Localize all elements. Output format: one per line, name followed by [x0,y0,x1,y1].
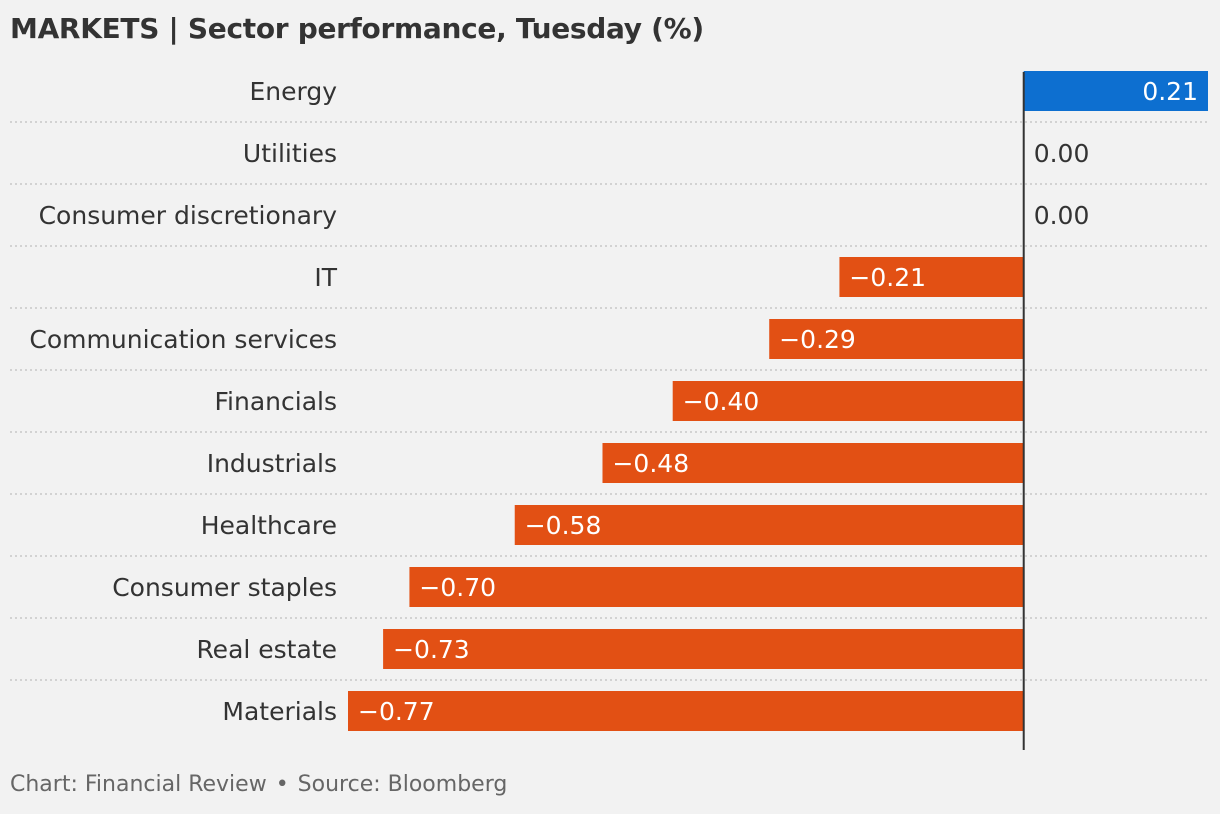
value-label: −0.73 [393,635,470,664]
bar [769,319,1024,359]
value-label: −0.48 [612,449,689,478]
chart-title: MARKETS | Sector performance, Tuesday (%… [10,12,704,45]
bar-chart: Energy 0.21 Utilities 0.00 Consumer discreti… [10,71,1208,750]
value-label: 0.21 [1142,77,1198,106]
value-label: −0.29 [779,325,856,354]
bar [839,257,1024,297]
category-label: IT [314,263,337,292]
category-label: Utilities [243,139,337,168]
category-label: Financials [215,387,338,416]
category-label: Consumer staples [112,573,337,602]
value-label: −0.21 [849,263,926,292]
footer-separator: • [275,772,289,797]
chart-footer: Chart: Financial Review • Source: Bloomb… [10,772,507,797]
bar [1023,71,1208,111]
value-label: −0.40 [683,387,760,416]
bar [602,443,1024,483]
value-label: −0.70 [419,573,496,602]
category-label: Industrials [207,449,337,478]
chart-credit: Chart: Financial Review [10,772,267,797]
category-label: Consumer discretionary [39,201,338,230]
bar [383,629,1024,669]
category-label: Real estate [196,635,337,664]
value-label: 0.00 [1034,201,1090,230]
category-label: Healthcare [201,511,337,540]
bar [672,381,1024,421]
chart-source: Source: Bloomberg [297,772,508,797]
value-label: 0.00 [1034,139,1090,168]
category-label: Communication services [29,325,337,354]
bar [514,505,1024,545]
category-label: Materials [222,697,337,726]
category-label: Energy [249,77,337,106]
value-label: −0.58 [525,511,602,540]
bar [409,567,1024,607]
value-label: −0.77 [358,697,435,726]
bar [348,691,1024,731]
